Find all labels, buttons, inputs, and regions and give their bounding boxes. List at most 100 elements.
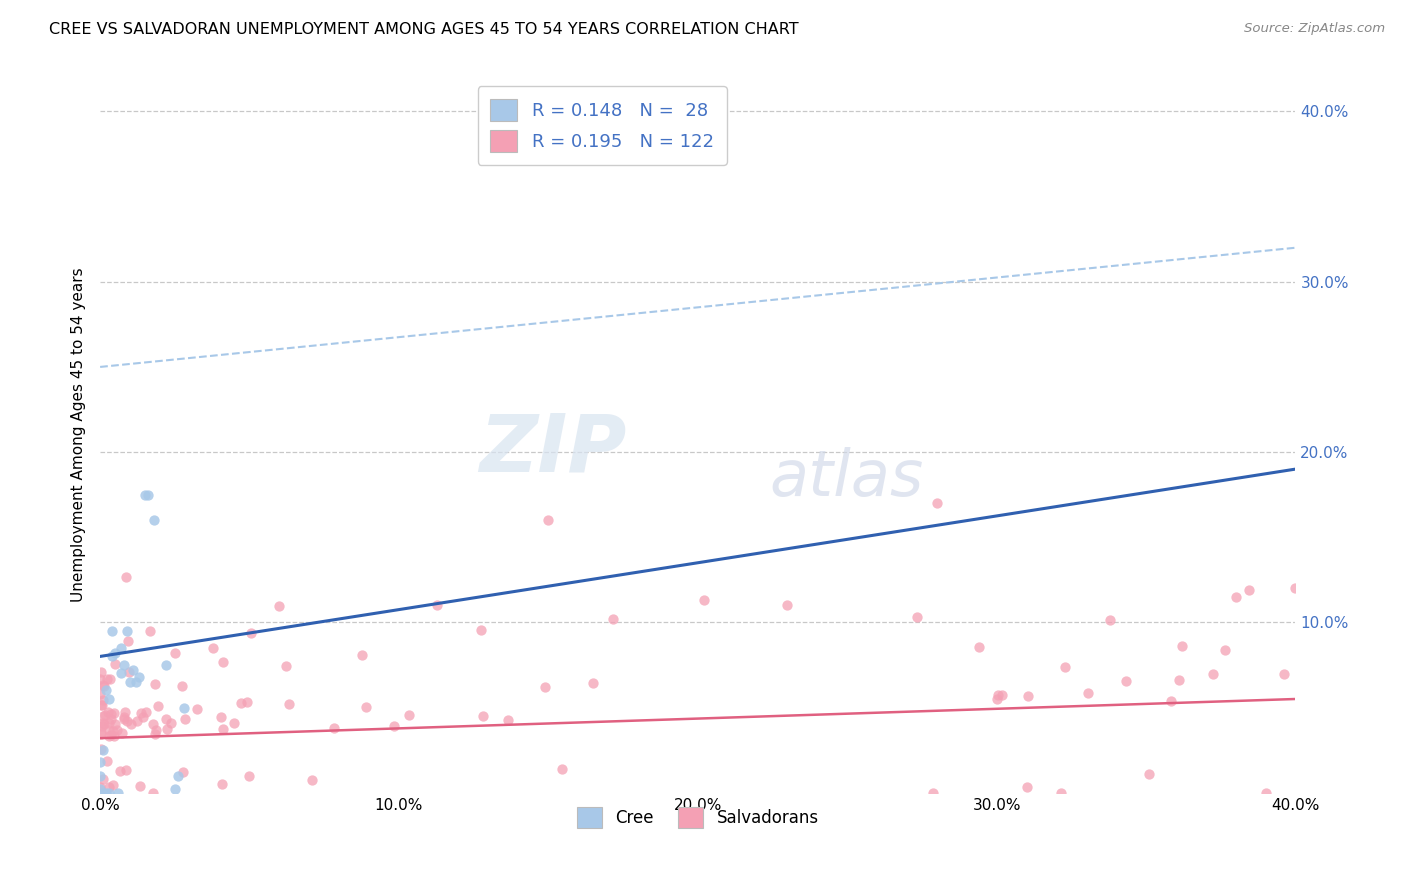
Point <box>134 488 156 502</box>
Point <box>114 705 136 719</box>
Point <box>90 724 112 739</box>
Point <box>222 716 245 731</box>
Point <box>238 769 260 783</box>
Point <box>274 659 297 673</box>
Point <box>117 634 139 648</box>
Point <box>269 599 291 613</box>
Point <box>240 626 263 640</box>
Point <box>97 723 120 737</box>
Point <box>89 755 111 769</box>
Point <box>125 675 148 690</box>
Point <box>537 513 560 527</box>
Point <box>156 723 179 737</box>
Point <box>301 772 323 787</box>
Point <box>128 670 150 684</box>
Point <box>550 762 572 776</box>
Point <box>94 786 117 800</box>
Legend: Cree, Salvadorans: Cree, Salvadorans <box>569 801 825 834</box>
Point <box>89 672 111 686</box>
Point <box>471 709 494 723</box>
Point <box>91 772 114 787</box>
Point <box>1053 660 1076 674</box>
Point <box>1049 786 1071 800</box>
Point <box>356 700 378 714</box>
Point <box>426 598 449 612</box>
Point <box>967 640 990 654</box>
Point <box>100 728 122 742</box>
Point <box>143 677 166 691</box>
Point <box>97 729 120 743</box>
Point <box>110 666 132 681</box>
Point <box>470 624 492 638</box>
Point <box>142 786 165 800</box>
Point <box>1254 786 1277 800</box>
Point <box>209 710 232 724</box>
Point <box>100 712 122 726</box>
Point <box>235 695 257 709</box>
Point <box>89 687 111 701</box>
Point <box>98 786 121 800</box>
Point <box>142 513 165 527</box>
Point <box>91 709 114 723</box>
Point <box>905 610 928 624</box>
Point <box>94 683 117 698</box>
Y-axis label: Unemployment Among Ages 45 to 54 years: Unemployment Among Ages 45 to 54 years <box>72 268 86 602</box>
Point <box>173 700 195 714</box>
Point <box>97 706 120 720</box>
Point <box>93 693 115 707</box>
Point <box>1202 667 1225 681</box>
Point <box>135 706 157 720</box>
Point <box>160 716 183 731</box>
Point <box>1115 674 1137 689</box>
Point <box>202 641 225 656</box>
Point <box>127 714 149 729</box>
Point <box>114 569 136 583</box>
Point <box>103 706 125 720</box>
Point <box>602 612 624 626</box>
Point <box>112 709 135 723</box>
Point <box>107 786 129 800</box>
Point <box>100 672 122 686</box>
Point <box>115 763 138 777</box>
Point <box>93 717 115 731</box>
Point <box>90 698 112 712</box>
Point <box>166 769 188 783</box>
Point <box>91 677 114 691</box>
Point <box>155 712 177 726</box>
Point <box>112 712 135 726</box>
Point <box>93 716 115 731</box>
Point <box>90 719 112 733</box>
Point <box>1225 590 1247 604</box>
Point <box>101 624 124 638</box>
Point <box>350 648 373 663</box>
Point <box>100 706 122 721</box>
Text: CREE VS SALVADORAN UNEMPLOYMENT AMONG AGES 45 TO 54 YEARS CORRELATION CHART: CREE VS SALVADORAN UNEMPLOYMENT AMONG AG… <box>49 22 799 37</box>
Point <box>1017 689 1039 703</box>
Text: atlas: atlas <box>769 447 924 509</box>
Point <box>98 692 121 706</box>
Point <box>1077 686 1099 700</box>
Point <box>1160 694 1182 708</box>
Point <box>1015 780 1038 794</box>
Text: ZIP: ZIP <box>478 410 626 488</box>
Point <box>925 496 948 510</box>
Point <box>101 649 124 664</box>
Point <box>91 743 114 757</box>
Point <box>922 786 945 800</box>
Point <box>163 782 186 797</box>
Point <box>776 599 799 613</box>
Point <box>212 655 235 669</box>
Point <box>108 764 131 779</box>
Text: Source: ZipAtlas.com: Source: ZipAtlas.com <box>1244 22 1385 36</box>
Point <box>145 723 167 738</box>
Point <box>323 721 346 735</box>
Point <box>991 688 1014 702</box>
Point <box>1098 613 1121 627</box>
Point <box>582 676 605 690</box>
Point <box>174 712 197 726</box>
Point <box>110 640 132 655</box>
Point <box>103 778 125 792</box>
Point <box>94 707 117 722</box>
Point <box>118 675 141 690</box>
Point <box>384 719 406 733</box>
